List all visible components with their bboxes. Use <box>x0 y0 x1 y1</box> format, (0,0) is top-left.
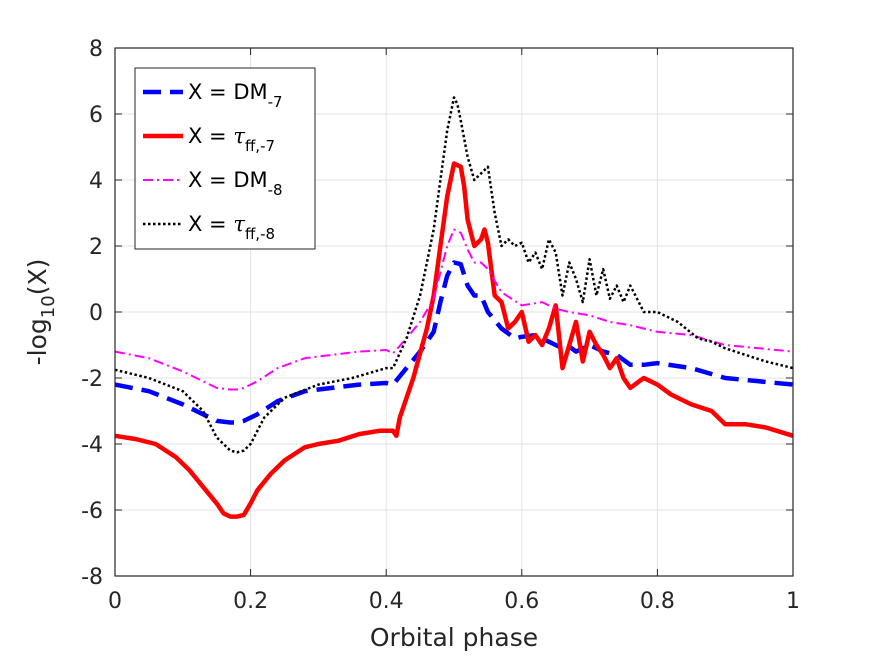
y-tick-label: 4 <box>89 169 103 194</box>
legend-label-2: X = τff,-7 <box>188 124 275 155</box>
y-axis-title-sub: 10 <box>38 295 59 318</box>
legend-label-3: X = DM-8 <box>188 168 283 199</box>
legend-label-sub: -7 <box>268 93 283 111</box>
series-line-1 <box>114 260 794 425</box>
y-tick-label: 8 <box>89 37 103 62</box>
y-tick-label: 0 <box>89 301 103 326</box>
legend-tau-symbol: τ <box>233 124 245 148</box>
legend-tau-symbol: τ <box>233 212 245 236</box>
svg-text:-log10(X): -log10(X) <box>23 259 59 366</box>
legend-label-main: X = DM <box>188 80 268 104</box>
legend-label-1: X = DM-7 <box>188 80 283 111</box>
series-line-4 <box>114 96 794 454</box>
legend-label-main: X = DM <box>188 168 268 192</box>
x-tick-label: 0.8 <box>640 589 675 614</box>
x-tick-label: 0.6 <box>504 589 539 614</box>
legend-label-sub: -8 <box>268 181 283 199</box>
y-axis-title: -log10(X) <box>23 259 59 366</box>
y-tick-label: -4 <box>81 433 103 458</box>
legend-label-main: X = <box>188 124 233 148</box>
y-tick-label: -2 <box>81 367 103 392</box>
y-axis-title-main: -log <box>23 318 52 365</box>
legend-label-sub: ff,-7 <box>245 137 275 155</box>
x-tick-label: 0.4 <box>369 589 404 614</box>
series-line-3 <box>114 228 794 391</box>
series-layer <box>114 96 794 519</box>
legend-box <box>134 67 316 250</box>
x-tick-label: 0 <box>108 589 122 614</box>
x-tick-label: 0.2 <box>233 589 268 614</box>
legend-label-4: X = τff,-8 <box>188 212 275 243</box>
legend: X = DM-7X = τff,-7X = DM-8X = τff,-8 <box>134 67 316 250</box>
series-line-2 <box>114 161 794 519</box>
y-tick-label: 2 <box>89 235 103 260</box>
legend-label-main: X = <box>188 212 233 236</box>
ticks <box>114 47 794 577</box>
y-tick-labels: -8 -6 -4 -2 0 2 4 6 8 <box>81 37 103 590</box>
x-tick-labels: 0 0.2 0.4 0.6 0.8 1 <box>108 589 800 614</box>
legend-label-sub: ff,-8 <box>245 225 275 243</box>
y-axis-title-tail: (X) <box>23 259 52 296</box>
x-tick-label: 1 <box>786 589 800 614</box>
y-tick-label: -8 <box>81 565 103 590</box>
x-axis-title: Orbital phase <box>370 623 538 652</box>
y-tick-label: 6 <box>89 103 103 128</box>
y-tick-label: -6 <box>81 499 103 524</box>
